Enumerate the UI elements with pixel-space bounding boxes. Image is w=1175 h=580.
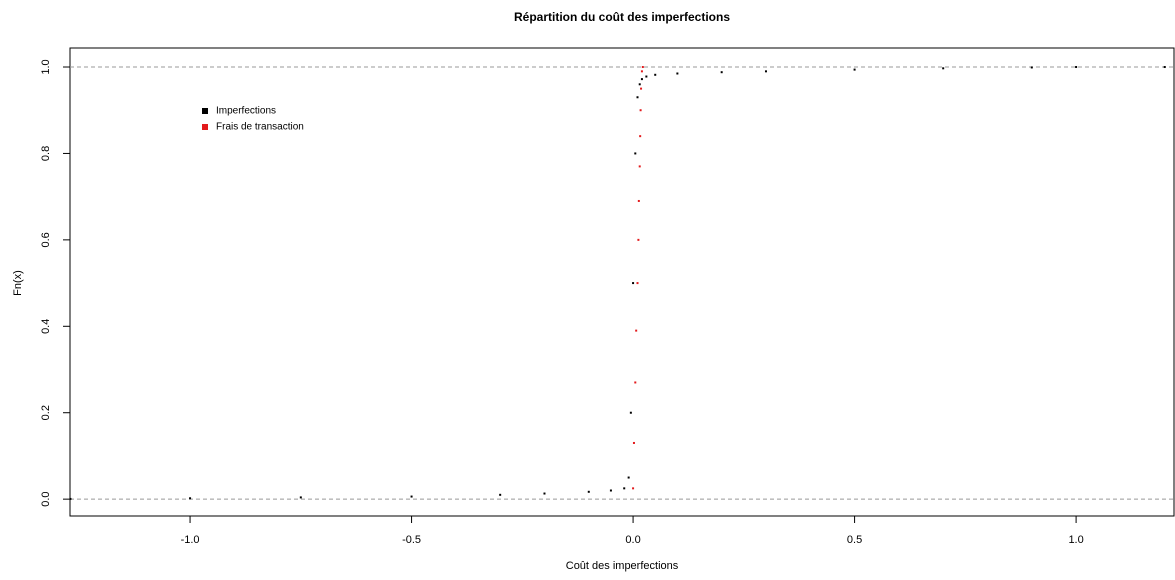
point	[640, 78, 643, 81]
x-tick-label: 0.0	[625, 534, 640, 546]
point	[764, 70, 767, 73]
x-tick-label: 0.5	[847, 534, 862, 546]
point	[634, 152, 637, 155]
legend-swatch	[202, 124, 208, 130]
point	[634, 381, 637, 384]
point	[641, 66, 644, 69]
point	[640, 87, 643, 90]
x-tick-label: -1.0	[181, 534, 200, 546]
x-tick-label: 1.0	[1068, 534, 1083, 546]
point	[637, 238, 640, 241]
point	[69, 497, 72, 500]
point	[189, 497, 192, 500]
point	[632, 441, 635, 444]
point	[853, 68, 856, 71]
y-tick-label: 0.8	[40, 146, 52, 161]
point	[645, 75, 648, 78]
y-tick-label: 0.2	[40, 405, 52, 420]
y-tick-label: 0.4	[40, 319, 52, 334]
point	[1075, 66, 1078, 69]
point	[638, 165, 641, 168]
legend-label: Frais de transaction	[216, 122, 304, 133]
point	[609, 489, 612, 492]
chart-title: Répartition du coût des imperfections	[514, 10, 730, 24]
point	[640, 70, 643, 73]
point	[639, 109, 642, 112]
point	[587, 490, 590, 493]
y-axis-label: Fn(x)	[12, 270, 24, 296]
point	[637, 199, 640, 202]
point	[1030, 66, 1033, 69]
point	[629, 411, 632, 414]
y-tick-label: 1.0	[40, 59, 52, 74]
point	[639, 135, 642, 138]
point	[638, 83, 641, 86]
point	[410, 495, 413, 498]
point	[632, 282, 635, 285]
point	[654, 73, 657, 76]
point	[623, 487, 626, 490]
point	[543, 492, 546, 495]
point	[1163, 66, 1166, 69]
x-axis-label: Coût des imperfections	[566, 560, 679, 572]
point	[627, 476, 630, 479]
point	[720, 71, 723, 74]
point	[299, 496, 302, 499]
y-tick-label: 0.0	[40, 491, 52, 506]
point	[636, 96, 639, 99]
y-tick-label: 0.6	[40, 232, 52, 247]
x-tick-label: -0.5	[402, 534, 421, 546]
point	[676, 72, 679, 75]
legend-swatch	[202, 108, 208, 114]
legend-label: Imperfections	[216, 106, 276, 117]
point	[635, 329, 638, 332]
point	[636, 282, 639, 285]
point	[632, 487, 635, 490]
point	[942, 67, 945, 70]
plot-frame	[69, 47, 1175, 517]
point	[499, 493, 502, 496]
